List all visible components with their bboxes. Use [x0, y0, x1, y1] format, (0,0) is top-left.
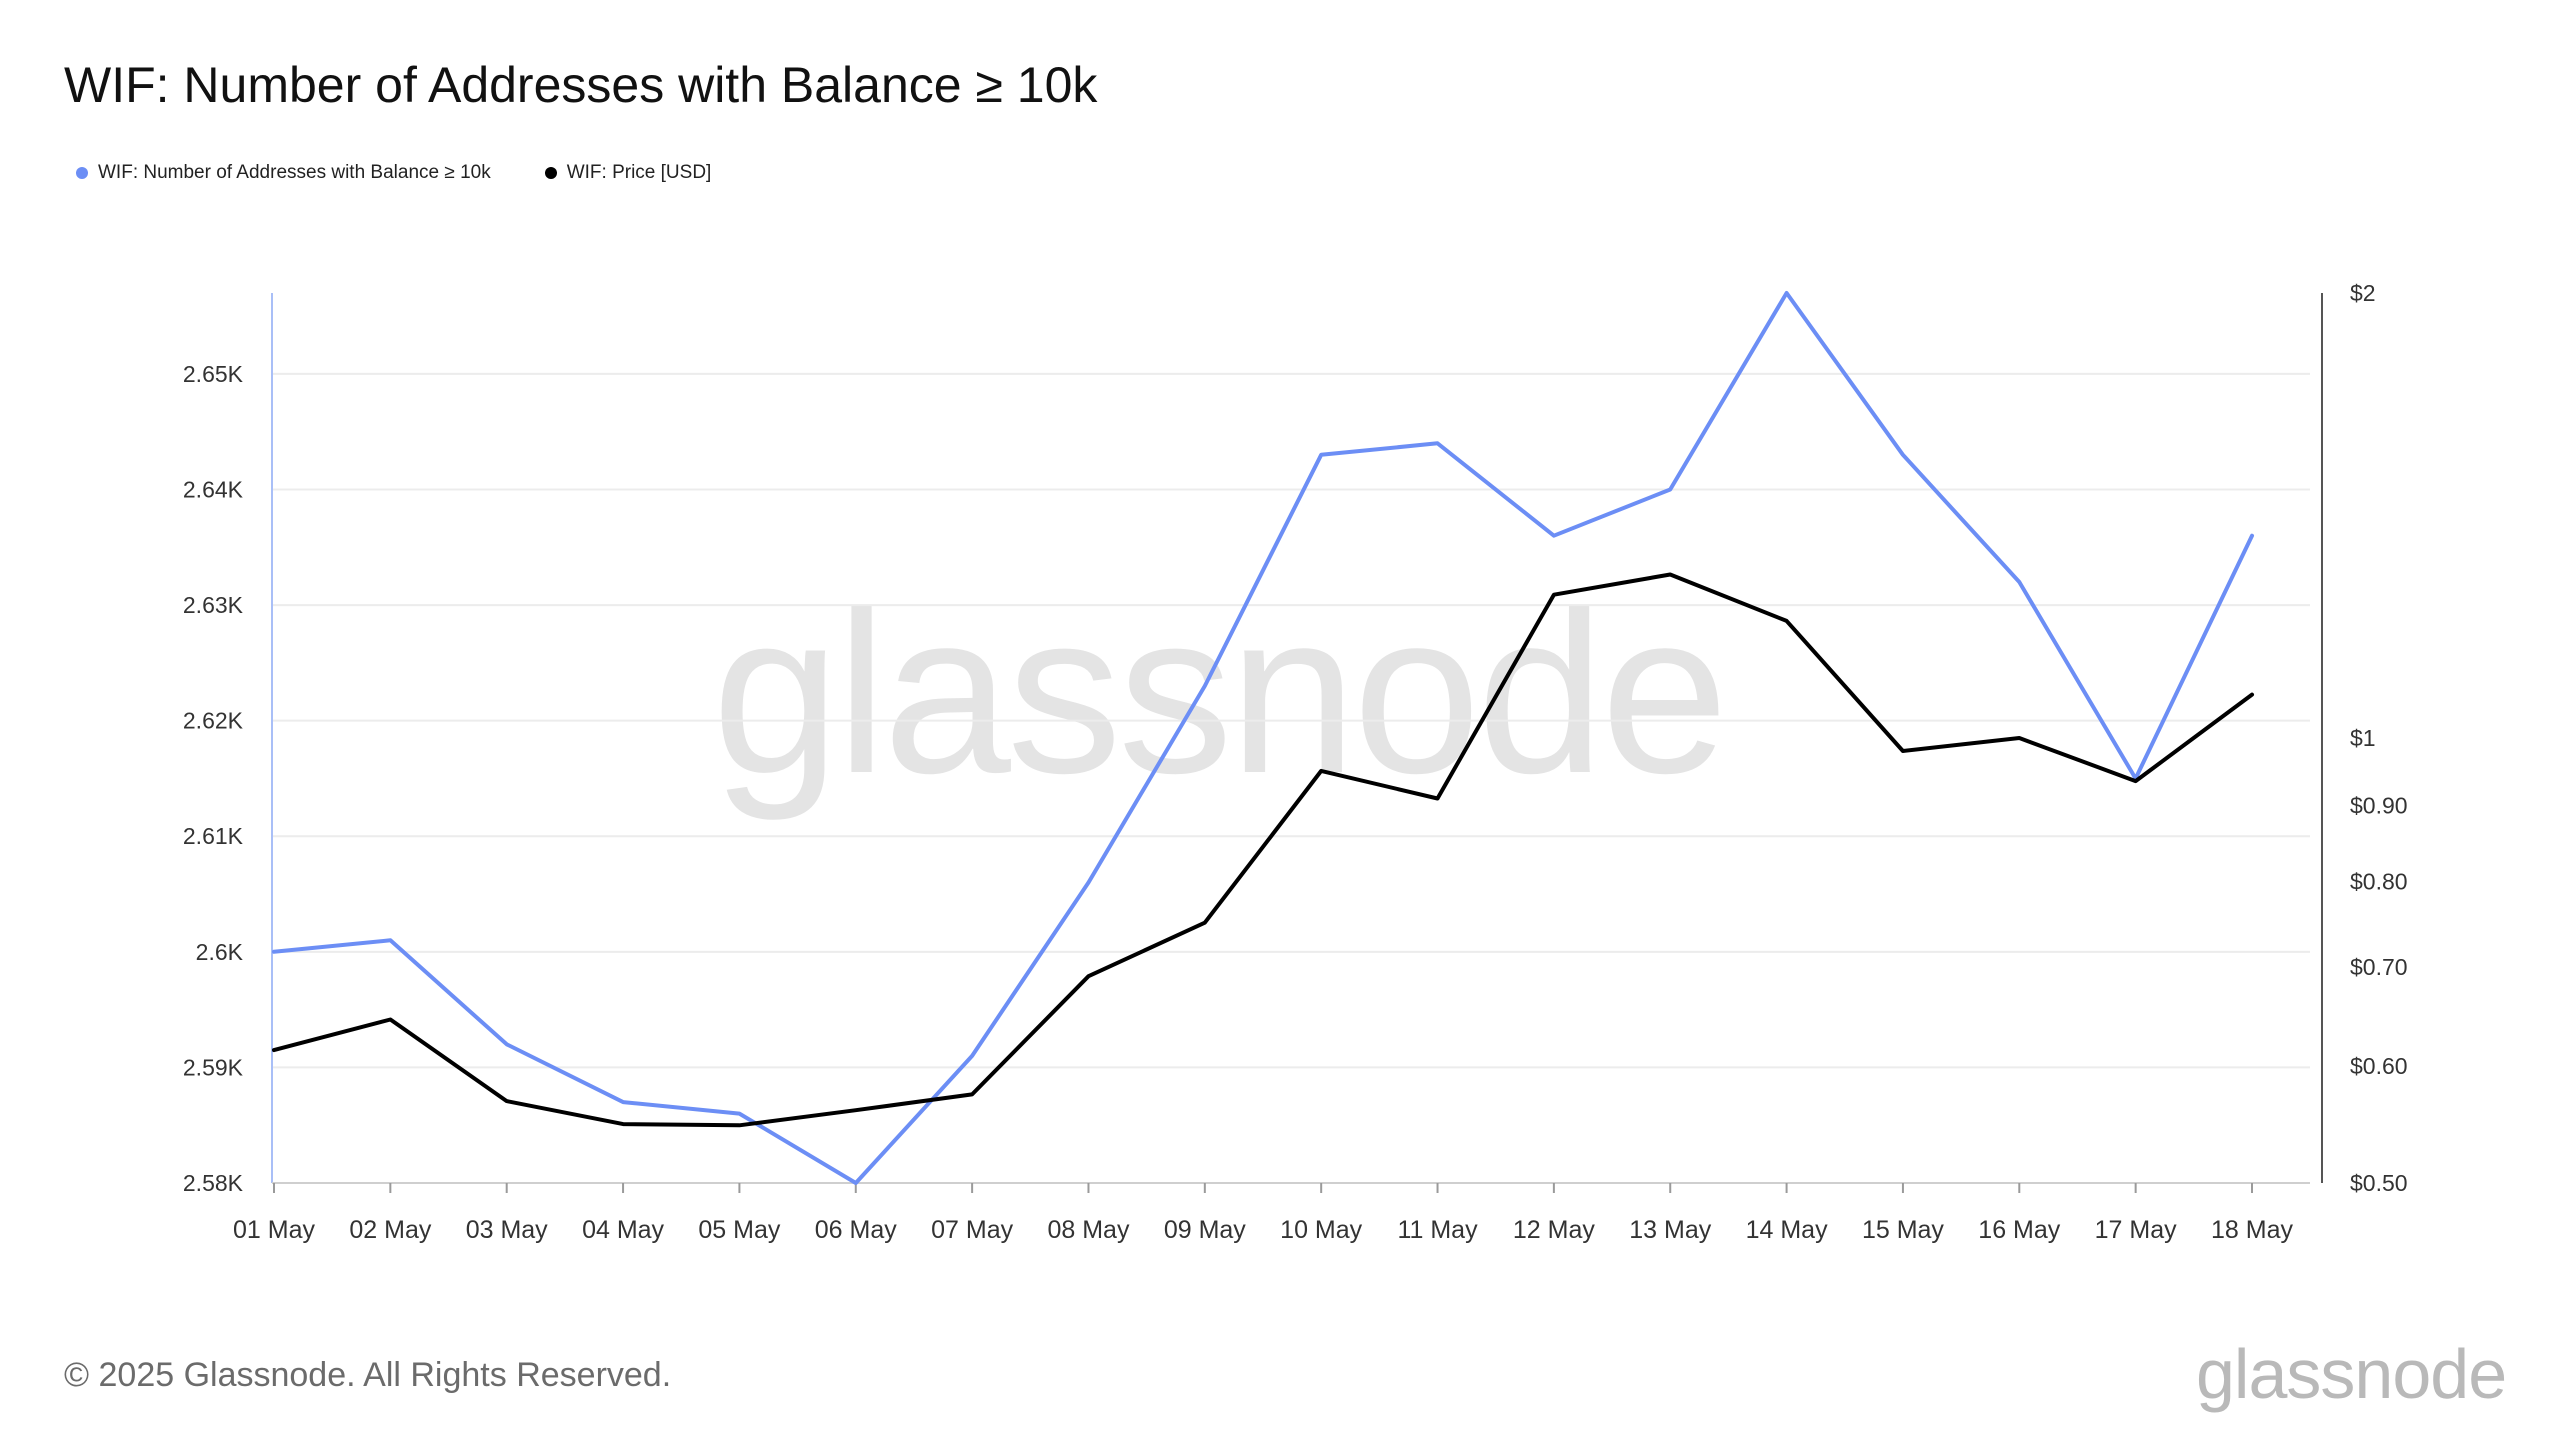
x-tick-label: 18 May	[2211, 1216, 2293, 1244]
data-point-price	[1204, 922, 1205, 923]
data-point-addresses	[1553, 535, 1554, 536]
data-point-price	[1088, 976, 1089, 977]
legend: WIF: Number of Addresses with Balance ≥ …	[76, 162, 711, 184]
legend-item-addresses[interactable]: WIF: Number of Addresses with Balance ≥ …	[76, 162, 491, 184]
legend-label-price: WIF: Price [USD]	[566, 162, 712, 183]
data-point-price	[623, 1124, 624, 1125]
glassnode-logo: glassnode	[2196, 1335, 2507, 1413]
right-tick-label: $2	[2350, 280, 2376, 306]
left-tick-label: 2.63K	[183, 592, 244, 618]
data-point-addresses	[1670, 489, 1671, 490]
series-line-addresses	[272, 291, 2254, 1185]
x-tick-label: 08 May	[1047, 1216, 1129, 1244]
x-tick-label: 06 May	[815, 1216, 897, 1244]
x-tick-label: 07 May	[931, 1216, 1013, 1244]
data-point-price	[2135, 781, 2136, 782]
x-tick-label: 04 May	[582, 1216, 664, 1244]
x-tick-label: 05 May	[698, 1216, 780, 1244]
grid-lines	[272, 372, 2310, 1184]
x-tick-label: 11 May	[1397, 1216, 1478, 1244]
tick-labels: 2.58K 2.59K 2.6K 2.61K 2.62K 2.63K 2.64K 2.65K $…	[183, 280, 2408, 1244]
data-point-price	[1321, 770, 1322, 771]
data-point-addresses	[506, 1044, 507, 1045]
data-point-addresses	[1088, 882, 1089, 883]
right-tick-label: $0.60	[2350, 1053, 2408, 1079]
data-point-addresses	[274, 951, 275, 952]
x-tick-label: 15 May	[1862, 1216, 1944, 1244]
left-tick-label: 2.58K	[183, 1170, 244, 1196]
data-point-addresses	[390, 940, 391, 941]
data-point-addresses	[1786, 293, 1787, 294]
left-tick-label: 2.64K	[183, 476, 244, 502]
right-tick-label: $1	[2350, 725, 2376, 751]
legend-item-price[interactable]: WIF: Price [USD]	[544, 162, 712, 184]
data-point-addresses	[2019, 581, 2020, 582]
x-tick-label: 14 May	[1746, 1216, 1828, 1244]
data-point-price	[1902, 750, 1903, 751]
legend-label-addresses: WIF: Number of Addresses with Balance ≥ …	[98, 162, 491, 183]
data-point-addresses	[623, 1102, 624, 1103]
x-tick-label: 10 May	[1280, 1216, 1362, 1244]
data-point-addresses	[739, 1113, 740, 1114]
left-tick-label: 2.6K	[196, 939, 244, 965]
right-tick-label: $0.90	[2350, 793, 2408, 819]
data-point-price	[2252, 694, 2253, 695]
chart-title: WIF: Number of Addresses with Balance ≥ …	[64, 57, 1098, 113]
legend-dot-price	[544, 167, 557, 179]
data-point-addresses	[2252, 535, 2253, 536]
data-point-addresses	[1902, 454, 1903, 455]
axes	[271, 293, 2323, 1193]
data-point-price	[1786, 620, 1787, 621]
data-point-addresses	[1321, 454, 1322, 455]
data-point-price	[855, 1110, 856, 1111]
data-point-addresses	[1437, 443, 1438, 444]
x-tick-label: 16 May	[1978, 1216, 2060, 1244]
left-tick-label: 2.65K	[183, 361, 244, 387]
x-tick-label: 03 May	[466, 1216, 548, 1244]
data-point-addresses	[972, 1055, 973, 1056]
right-tick-label: $0.70	[2350, 954, 2408, 980]
data-point-addresses	[1204, 685, 1205, 686]
data-point-price	[390, 1019, 391, 1020]
left-tick-label: 2.59K	[183, 1054, 244, 1080]
data-point-price	[274, 1050, 275, 1051]
copyright-footer: © 2025 Glassnode. All Rights Reserved.	[64, 1356, 672, 1394]
legend-dot-addresses	[76, 167, 88, 179]
x-tick-label: 02 May	[349, 1216, 431, 1244]
x-tick-label: 12 May	[1513, 1216, 1595, 1244]
left-tick-label: 2.62K	[183, 708, 244, 734]
x-tick-label: 01 May	[233, 1216, 315, 1244]
x-tick-label: 09 May	[1164, 1216, 1246, 1244]
data-point-price	[506, 1101, 507, 1102]
x-tick-label: 13 May	[1629, 1216, 1711, 1244]
data-point-price	[2019, 738, 2020, 739]
data-point-price	[1437, 798, 1438, 799]
data-point-price	[739, 1125, 740, 1126]
right-tick-label: $0.80	[2350, 868, 2408, 894]
data-point-addresses	[855, 1183, 856, 1184]
data-point-price	[972, 1094, 973, 1095]
right-tick-label: $0.50	[2350, 1170, 2408, 1196]
series-lines	[272, 291, 2254, 1185]
data-point-price	[1553, 594, 1554, 595]
x-tick-label: 17 May	[2095, 1216, 2177, 1244]
left-tick-label: 2.61K	[183, 823, 244, 849]
series-line-price	[272, 572, 2254, 1128]
data-point-price	[1670, 574, 1671, 575]
